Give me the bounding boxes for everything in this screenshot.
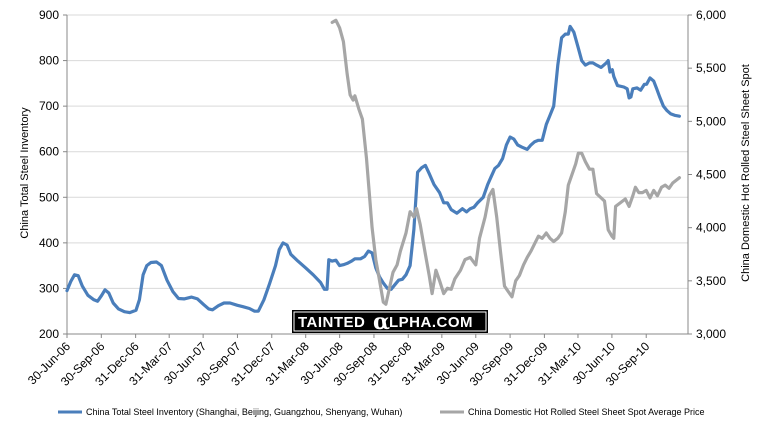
watermark-logo: TAINTED α LPHA.COM bbox=[292, 309, 488, 335]
watermark-text-end: LPHA.COM bbox=[389, 314, 473, 331]
watermark-background bbox=[292, 310, 488, 333]
x-axis-ticks: 30-Jun-0630-Sep-0631-Dec-0631-Mar-0730-J… bbox=[25, 334, 653, 389]
left-tick-label-500: 500 bbox=[39, 190, 59, 204]
watermark-text-start: TAINTED bbox=[298, 314, 365, 331]
legend-label-price: China Domestic Hot Rolled Steel Sheet Sp… bbox=[468, 407, 704, 417]
left-tick-label-700: 700 bbox=[39, 99, 59, 113]
right-tick-label-3500: 3,500 bbox=[696, 274, 726, 288]
left-tick-label-800: 800 bbox=[39, 54, 59, 68]
left-tick-label-400: 400 bbox=[39, 236, 59, 250]
right-tick-label-4500: 4,500 bbox=[696, 168, 726, 182]
left-axis-ticks: 200 300 400 500 600 700 800 900 bbox=[39, 8, 67, 341]
legend-label-inventory: China Total Steel Inventory (Shanghai, B… bbox=[86, 407, 402, 417]
right-tick-label-3000: 3,000 bbox=[696, 327, 726, 341]
right-tick-label-4000: 4,000 bbox=[696, 221, 726, 235]
series-line-inventory bbox=[65, 24, 682, 315]
left-tick-label-300: 300 bbox=[39, 281, 59, 295]
left-tick-label-900: 900 bbox=[39, 8, 59, 22]
series-layer bbox=[65, 18, 682, 315]
right-tick-label-5500: 5,500 bbox=[696, 61, 726, 75]
right-axis-title: China Domestic Hot Rolled Steel Sheet Sp… bbox=[740, 64, 752, 282]
legend: China Total Steel Inventory (Shanghai, B… bbox=[58, 407, 704, 417]
left-tick-label-200: 200 bbox=[39, 327, 59, 341]
right-axis-ticks: 3,000 3,500 4,000 4,500 5,000 5,500 6,000 bbox=[688, 8, 726, 341]
right-tick-label-5000: 5,000 bbox=[696, 114, 726, 128]
watermark-border bbox=[293, 311, 487, 332]
series-line-price bbox=[330, 18, 682, 306]
left-tick-label-600: 600 bbox=[39, 145, 59, 159]
right-tick-label-6000: 6,000 bbox=[696, 8, 726, 22]
watermark-alpha: α bbox=[373, 309, 390, 335]
left-axis-title: China Total Steel Inventory bbox=[19, 107, 31, 239]
